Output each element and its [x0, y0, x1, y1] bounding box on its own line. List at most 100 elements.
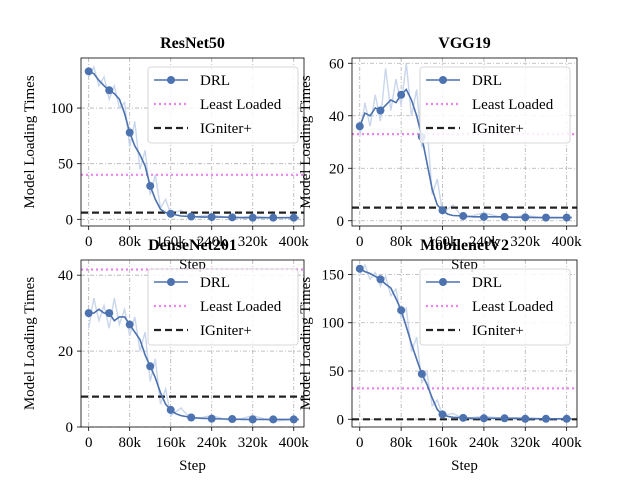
- drl-point: [438, 410, 447, 419]
- plot-area: [352, 263, 577, 423]
- x-tick-label: 320k: [238, 435, 269, 451]
- x-tick-label: 240k: [469, 234, 500, 250]
- x-tick-label: 400k: [279, 234, 310, 250]
- legend-box: [147, 66, 299, 144]
- plot-area: [81, 64, 304, 222]
- plot-area: [352, 63, 577, 222]
- y-tick-label: 60: [329, 56, 344, 72]
- x-tick-label: 80k: [390, 234, 413, 250]
- x-tick-label: 240k: [197, 234, 228, 250]
- subplot-title: VGG19: [438, 35, 490, 52]
- drl-point: [459, 212, 468, 221]
- x-tick-label: 0: [356, 234, 364, 250]
- legend-label-least-loaded: Least Loaded: [200, 97, 282, 113]
- x-tick-label: 400k: [552, 435, 583, 451]
- drl-point: [541, 213, 550, 222]
- y-tick-label: 40: [329, 109, 344, 125]
- x-axis-label: Step: [179, 458, 206, 474]
- x-tick-label: 240k: [469, 435, 500, 451]
- drl-point: [376, 106, 385, 115]
- drl-point: [248, 415, 257, 424]
- drl-point: [355, 264, 364, 273]
- x-tick-label: 160k: [428, 234, 459, 250]
- subplot-title: DenseNet201: [148, 237, 237, 254]
- drl-point: [166, 405, 175, 414]
- y-axis-label: Model Loading Times: [22, 277, 38, 411]
- x-tick-label: 80k: [390, 435, 413, 451]
- drl-point: [84, 309, 93, 318]
- legend: DRL Least Loaded IGniter+: [147, 268, 299, 346]
- y-tick-label: 0: [337, 214, 345, 230]
- drl-point: [562, 213, 571, 222]
- x-tick-label: 0: [85, 435, 93, 451]
- y-axis-label: Model Loading Times: [22, 75, 38, 209]
- legend-box: [419, 268, 571, 346]
- drl-point: [355, 122, 364, 131]
- x-tick-label: 0: [85, 234, 93, 250]
- drl-point: [289, 415, 298, 424]
- y-tick-label: 40: [58, 268, 73, 284]
- drl-point: [289, 213, 298, 222]
- y-axis-label: Model Loading Times: [298, 277, 314, 411]
- x-tick-label: 160k: [428, 435, 459, 451]
- legend: DRL Least Loaded IGniter+: [419, 66, 571, 144]
- legend-label-drl: DRL: [200, 73, 230, 89]
- legend-label-drl: DRL: [472, 275, 502, 291]
- x-tick-label: 80k: [118, 435, 141, 451]
- drl-point: [397, 306, 406, 315]
- legend: DRL Least Loaded IGniter+: [419, 268, 571, 346]
- drl-point: [187, 212, 196, 221]
- y-tick-label: 50: [58, 157, 73, 173]
- drl-point: [146, 181, 155, 190]
- legend-label-igniter: IGniter+: [200, 323, 252, 339]
- drl-point: [500, 414, 509, 423]
- y-tick-label: 20: [58, 344, 73, 360]
- drl-point: [541, 414, 550, 423]
- drl-point: [228, 415, 237, 424]
- x-axis-label: Step: [451, 458, 478, 474]
- drl-point: [397, 90, 406, 99]
- drl-point: [417, 369, 426, 378]
- drl-point: [479, 212, 488, 221]
- drl-point: [228, 213, 237, 222]
- y-tick-label: 20: [329, 161, 344, 177]
- legend-label-igniter: IGniter+: [472, 323, 524, 339]
- drl-point: [376, 275, 385, 284]
- legend-label-least-loaded: Least Loaded: [200, 299, 282, 315]
- x-tick-label: 80k: [118, 234, 141, 250]
- legend-label-least-loaded: Least Loaded: [472, 299, 554, 315]
- legend-label-drl: DRL: [472, 73, 502, 89]
- drl-point: [146, 362, 155, 371]
- axes-frame: [80, 57, 305, 227]
- drl-point: [105, 86, 114, 95]
- axes-frame: [80, 259, 305, 428]
- drl-point: [125, 128, 134, 137]
- drl-point: [269, 415, 278, 424]
- y-tick-label: 0: [337, 412, 345, 428]
- x-tick-label: 320k: [510, 435, 541, 451]
- drl-point: [479, 414, 488, 423]
- subplot-4: 0 80k 160k 240k 320k 400k 0 50 100 150 Step Model L…: [298, 237, 582, 474]
- subplot-3: 0 80k 160k 240k 320k 400k 0 20 40 Step Model Loadi…: [22, 237, 309, 474]
- drl-point: [248, 213, 257, 222]
- drl-point: [187, 413, 196, 422]
- x-tick-label: 320k: [510, 234, 541, 250]
- drl-point: [438, 206, 447, 215]
- x-tick-label: 160k: [156, 234, 187, 250]
- legend-marker-drl: [167, 278, 175, 286]
- drl-point: [207, 213, 216, 222]
- legend-marker-drl: [167, 76, 175, 84]
- subplot-title: ResNet50: [160, 35, 225, 52]
- drl-point: [105, 309, 114, 318]
- drl-point: [500, 212, 509, 221]
- drl-point: [521, 213, 530, 222]
- x-tick-label: 240k: [197, 435, 228, 451]
- x-tick-label: 160k: [156, 435, 187, 451]
- legend-label-least-loaded: Least Loaded: [472, 97, 554, 113]
- legend: DRL Least Loaded IGniter+: [147, 66, 299, 144]
- y-tick-label: 100: [322, 316, 345, 332]
- axes-frame: [351, 57, 578, 227]
